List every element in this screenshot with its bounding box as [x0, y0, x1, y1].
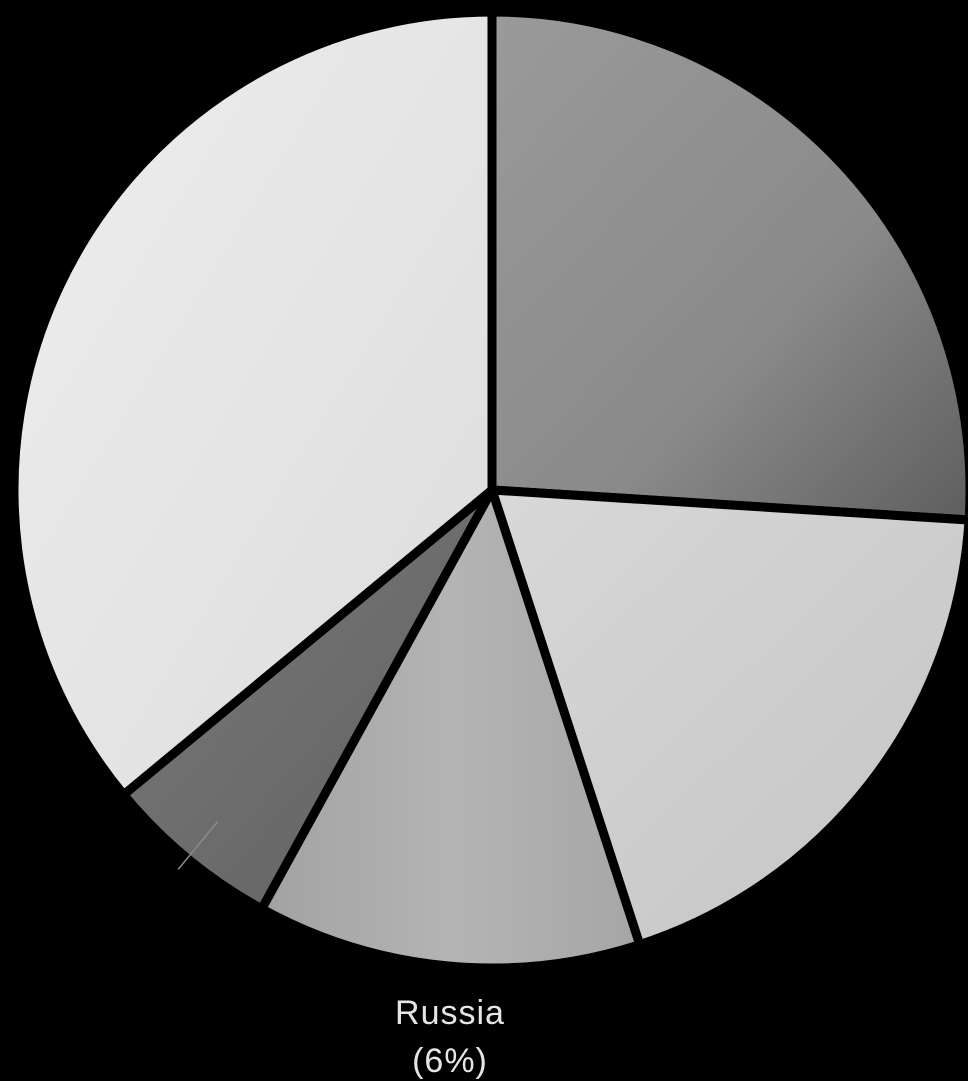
slice-percent-3: (6%) [412, 1042, 488, 1080]
leader-line-3 [177, 820, 219, 870]
pie-slices [9, 7, 968, 973]
pie-slice-0 [487, 7, 968, 525]
pie-slice-1 [485, 485, 968, 951]
slice-label-3: Russia [395, 994, 505, 1032]
pie-slice-4 [9, 7, 497, 802]
pie-slice-2 [255, 478, 646, 973]
pie-labels: Russia (6%) [177, 820, 505, 1080]
